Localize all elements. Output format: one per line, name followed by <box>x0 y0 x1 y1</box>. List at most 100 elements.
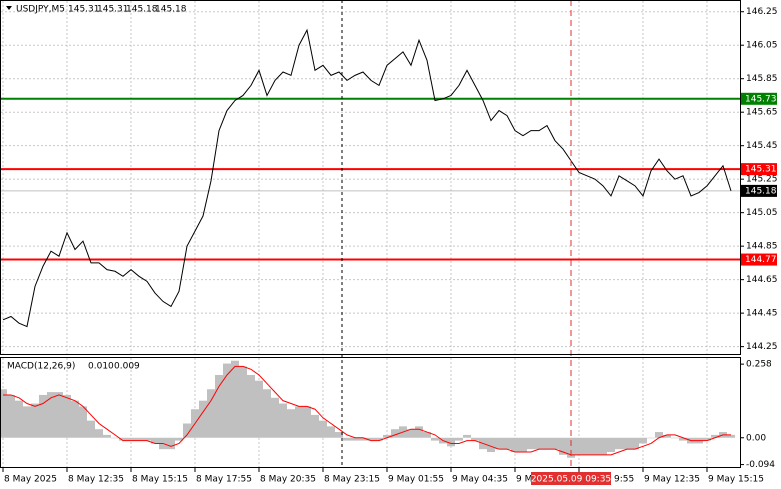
y-tick-label: 145.65 <box>746 108 778 118</box>
x-tick-label: 8 May 12:35 <box>68 475 124 485</box>
macd-bar <box>119 437 127 441</box>
macd-bar <box>135 437 143 441</box>
level-tag <box>741 253 777 266</box>
macd-bar <box>599 437 607 455</box>
y-tick-label: 0.258 <box>746 360 772 370</box>
y-tick-label: 145.45 <box>746 141 778 151</box>
macd-bar <box>519 437 527 453</box>
y-tick-label: 144.65 <box>746 275 778 285</box>
macd-bar <box>647 437 655 439</box>
y-tick-label: 146.25 <box>746 7 778 17</box>
macd-bar <box>47 392 55 438</box>
macd-bar <box>607 437 615 453</box>
macd-bar <box>663 434 671 438</box>
macd-bar <box>319 420 327 438</box>
macd-bar <box>95 429 103 438</box>
y-tick-label: 146.05 <box>746 41 778 51</box>
macd-bar <box>391 429 399 438</box>
macd-bar <box>175 437 183 441</box>
y-tick-label: -0.094 <box>746 460 775 470</box>
macd-bar <box>703 437 711 441</box>
macd-bar <box>311 414 319 438</box>
y-tick-label: 0.00 <box>746 433 766 443</box>
ohlc-value: 145.31 <box>97 5 129 15</box>
macd-bar <box>527 437 535 450</box>
y-tick-label: 145.25 <box>746 175 778 185</box>
macd-label: MACD(12,26,9) <box>7 362 75 372</box>
x-tick-label: 8 May 23:15 <box>324 475 380 485</box>
macd-bar <box>0 389 7 438</box>
x-tick-label: 9 May 04:35 <box>452 475 508 485</box>
macd-bar <box>591 437 599 455</box>
x-tick-label: 8 May 20:35 <box>260 475 316 485</box>
menu-arrow <box>6 6 12 10</box>
macd-value: 0.010 <box>88 362 114 372</box>
macd-bar <box>231 360 239 438</box>
macd-bar <box>711 434 719 438</box>
macd-bar <box>239 366 247 438</box>
y-tick-label: 144.85 <box>746 242 778 252</box>
macd-bar <box>71 400 79 438</box>
macd-bar <box>23 406 31 438</box>
macd-bar <box>151 437 159 444</box>
macd-bar <box>623 437 631 450</box>
macd-bar <box>407 429 415 438</box>
macd-bar <box>207 389 215 438</box>
symbol: USDJPY,M5 <box>16 5 65 15</box>
macd-bar <box>535 437 543 450</box>
macd-bar <box>31 403 39 438</box>
macd-bar <box>567 437 575 458</box>
ohlc-value: 145.31 <box>68 5 100 15</box>
level-label: 144.77 <box>745 255 777 265</box>
macd-bar <box>463 434 471 438</box>
macd-bar <box>335 432 343 438</box>
macd-bar <box>303 406 311 438</box>
macd-bar <box>415 426 423 438</box>
macd-bar <box>215 374 223 438</box>
macd-bar <box>639 437 647 444</box>
y-tick-label: 145.05 <box>746 208 778 218</box>
x-tick-label: 8 May 15:15 <box>132 475 188 485</box>
macd-bar <box>279 403 287 438</box>
price-frame <box>0 0 741 355</box>
macd-bar <box>199 400 207 438</box>
level-tag <box>741 163 777 176</box>
y-tick-label: 144.25 <box>746 342 778 352</box>
macd-bar <box>127 437 135 441</box>
macd-bar <box>87 420 95 438</box>
ohlc-value: 145.18 <box>155 5 187 15</box>
level-tag <box>741 92 777 105</box>
macd-bar <box>271 397 279 438</box>
x-tick-label: 9 M <box>516 475 532 485</box>
macd-bar <box>287 409 295 438</box>
macd-bar <box>431 437 439 441</box>
macd-bar <box>503 437 511 450</box>
macd-bar <box>559 437 567 455</box>
macd-bar <box>15 400 23 438</box>
macd-bar <box>63 394 71 438</box>
macd-bar <box>575 437 583 455</box>
macd-bar <box>183 423 191 438</box>
x-tick-label: 8 May 2025 <box>4 475 57 485</box>
x-tick-label: 8 May 17:55 <box>196 475 252 485</box>
macd-bar <box>79 406 87 438</box>
macd-bar <box>551 437 559 450</box>
macd-bar <box>631 437 639 450</box>
macd-bar <box>359 437 367 441</box>
y-tick-label: 144.45 <box>746 309 778 319</box>
macd-bar <box>247 374 255 438</box>
macd-bar <box>487 437 495 453</box>
macd-bar <box>543 437 551 450</box>
macd-bar <box>671 437 679 439</box>
macd-bar <box>295 406 303 438</box>
macd-bar <box>351 437 359 441</box>
level-label: 145.31 <box>745 165 777 175</box>
macd-bar <box>263 389 271 438</box>
bid-tag <box>741 184 777 197</box>
macd-bar <box>103 434 111 438</box>
macd-bar <box>39 394 47 438</box>
